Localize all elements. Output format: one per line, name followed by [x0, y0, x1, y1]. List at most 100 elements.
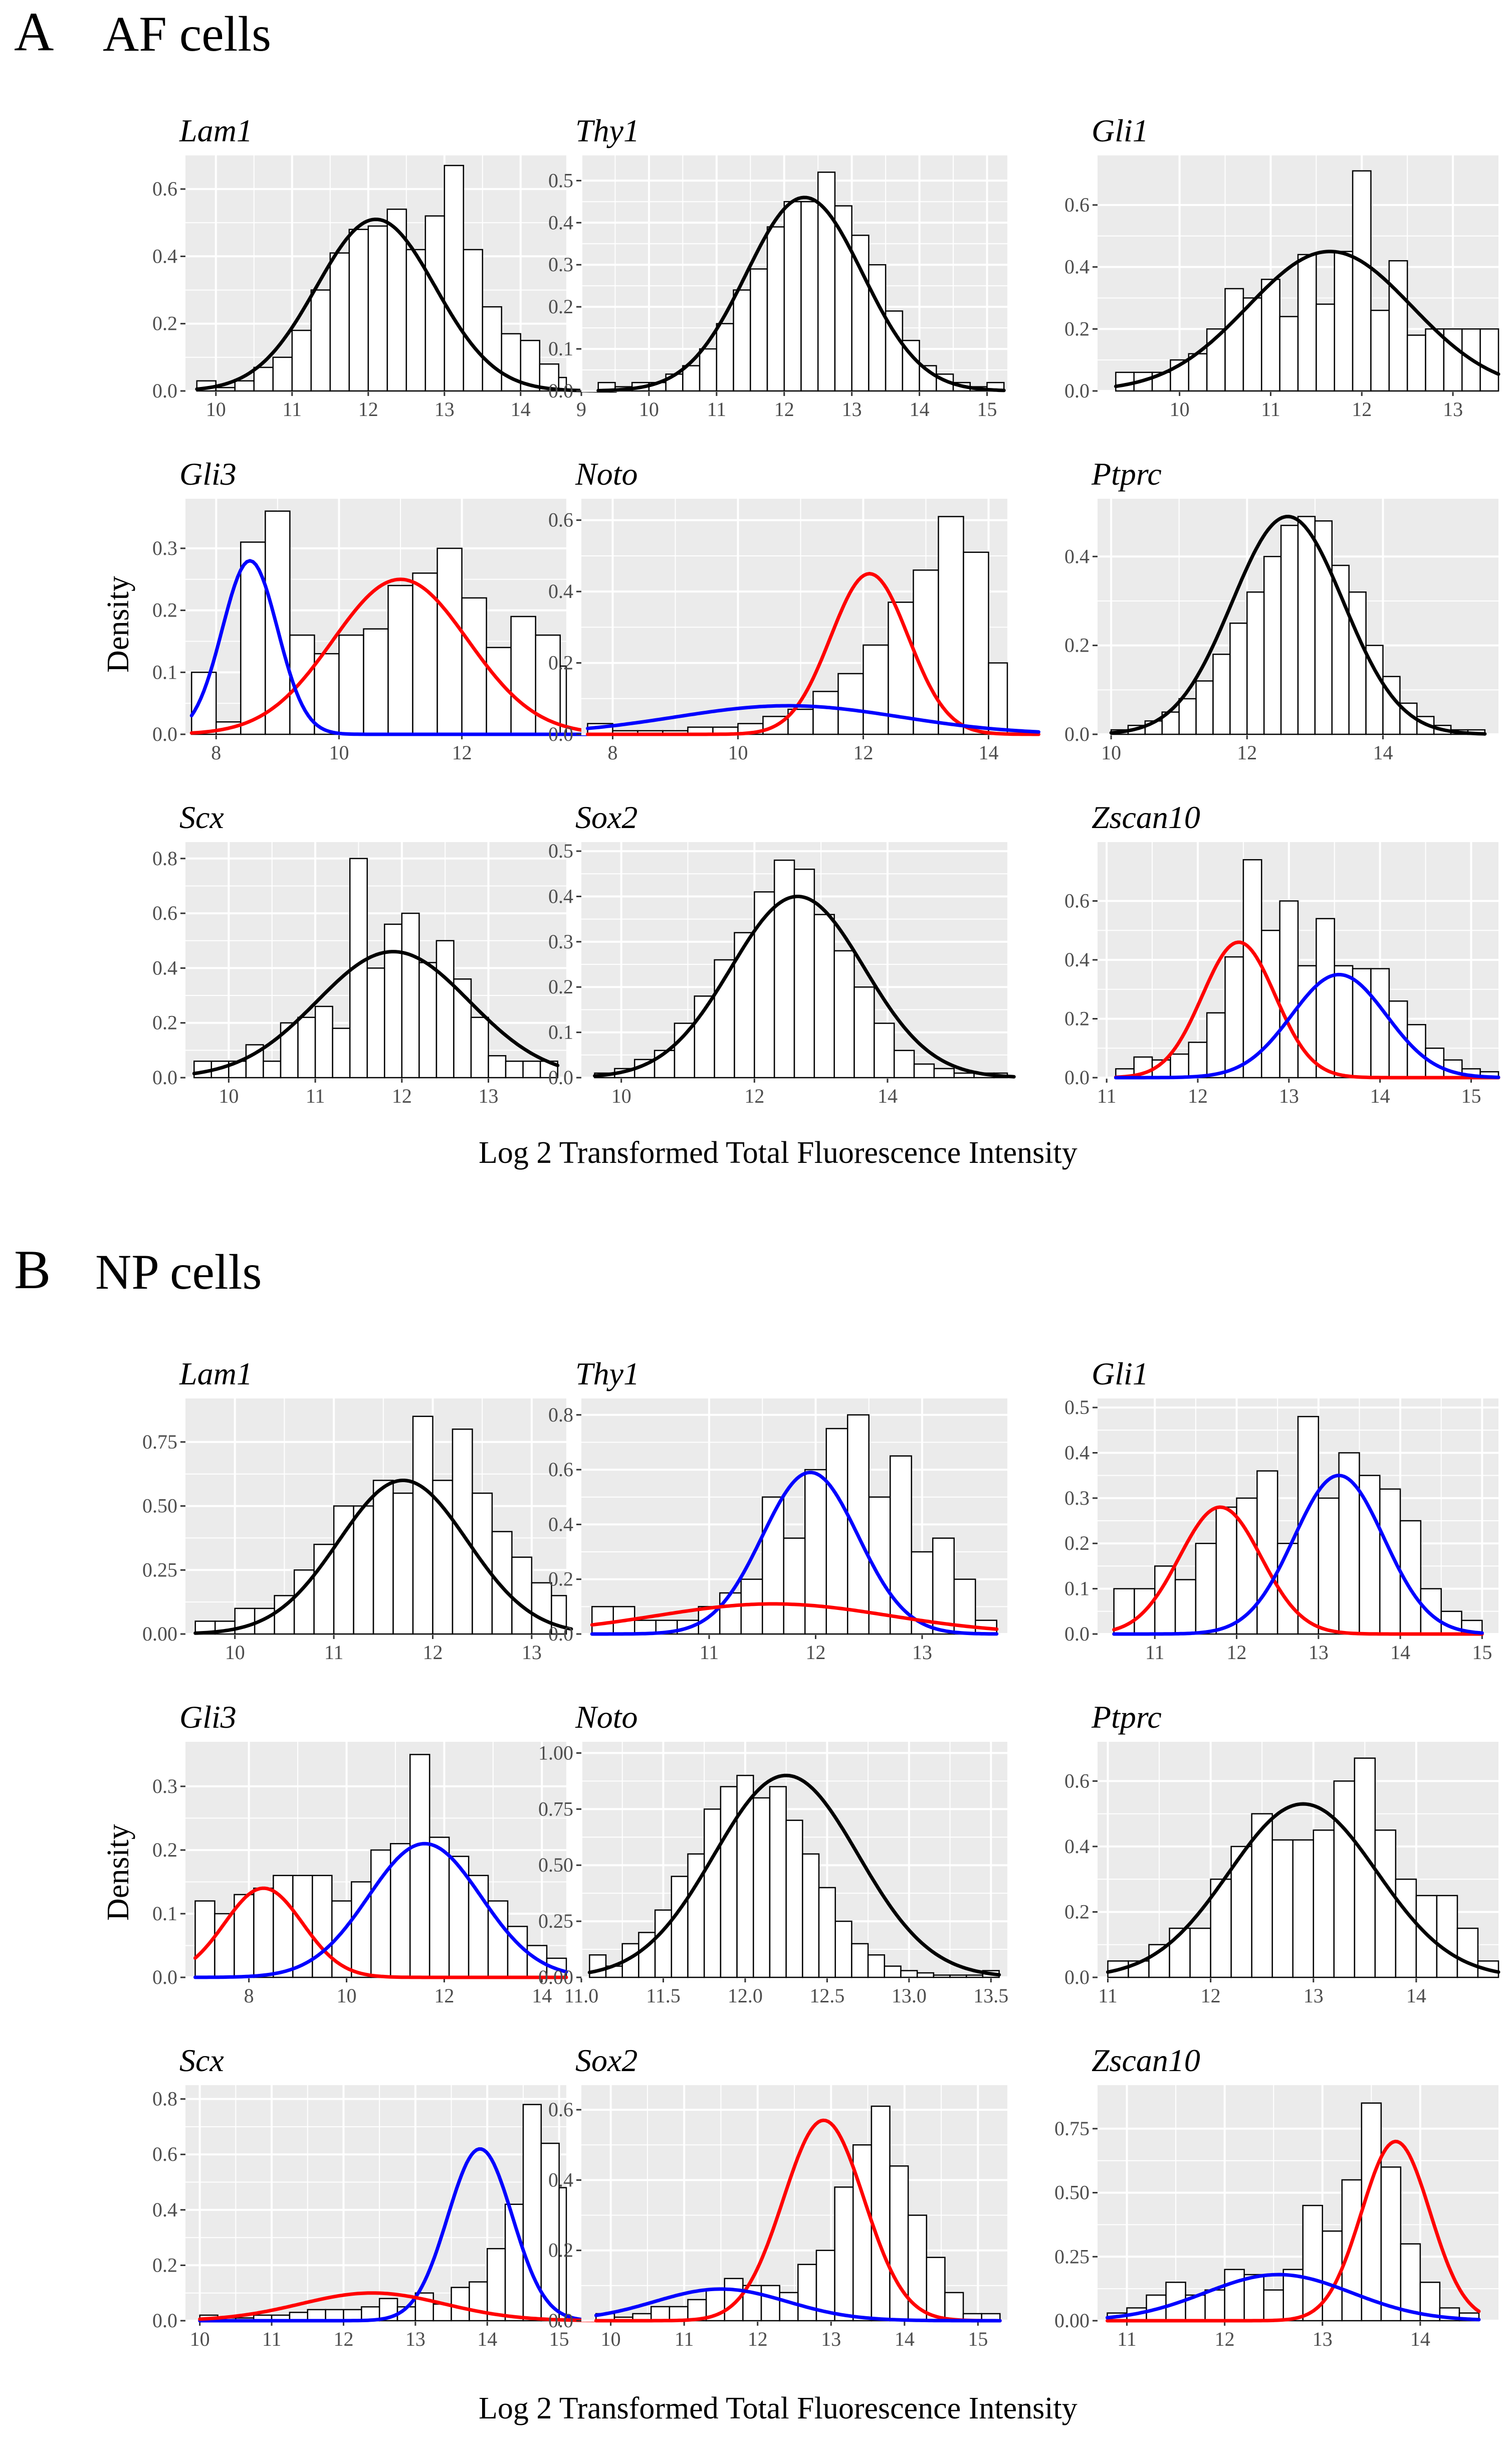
histogram-bar — [1204, 2289, 1225, 2322]
histogram-bar — [589, 1954, 607, 1978]
histogram-bar — [926, 2257, 946, 2322]
histogram-bar — [418, 962, 438, 1079]
histogram-bar — [1361, 2102, 1382, 2322]
y-tick-label: 0.8 — [152, 2088, 177, 2110]
histogram-bar — [461, 597, 487, 735]
histogram-bar — [1242, 859, 1262, 1079]
histogram-bar — [783, 1537, 806, 1635]
histogram-bar — [769, 1786, 787, 1978]
x-tick-label: 13 — [1309, 1641, 1329, 1664]
histogram-bar — [1338, 1452, 1360, 1635]
gene-title: Ptprc — [1091, 1699, 1162, 1735]
histogram-bar — [654, 1050, 676, 1079]
density-curve-red — [594, 2118, 1002, 2323]
x-tick-label: 14 — [878, 1085, 898, 1107]
density-curve-single — [192, 950, 560, 1076]
x-tick-label: 14 — [895, 2328, 915, 2350]
histogram-bar — [719, 1592, 742, 1635]
y-tick-label: 0.3 — [152, 1775, 177, 1797]
y-tick-label: 0.3 — [1064, 1487, 1090, 1509]
x-tick-label: 11 — [306, 1085, 325, 1107]
y-tick-label: 0.4 — [1064, 256, 1090, 278]
histogram-bar — [1271, 1839, 1293, 1978]
y-tick-label: 0.2 — [548, 2239, 573, 2262]
x-tick-label: 13 — [1279, 1085, 1299, 1107]
x-tick-label: 8 — [608, 741, 618, 764]
y-tick-label: 0.0 — [548, 379, 573, 402]
gene-title: Gli3 — [179, 456, 237, 492]
density-curve-single — [1109, 515, 1487, 736]
histogram-bar — [387, 584, 413, 735]
density-curve-blue — [590, 1471, 999, 1636]
histogram-bar — [1189, 1927, 1211, 1978]
histogram-bar — [409, 1754, 430, 1978]
histogram-bar — [754, 891, 775, 1079]
y-tick-label: 0.0 — [152, 1066, 177, 1089]
y-tick-label: 0.00 — [538, 1966, 573, 1988]
histogram-bar — [353, 1505, 374, 1635]
histogram-bar — [766, 226, 785, 392]
gene-title: Sox2 — [575, 2043, 637, 2078]
panel-a-lam1: 10 11 12 13 14 0.0 0.2 0.4 0.6 Lam1 — [152, 113, 618, 421]
histogram-bar — [740, 1578, 763, 1635]
histogram-bar — [750, 268, 768, 392]
y-tick-label: 0.0 — [152, 723, 177, 745]
x-tick-label: 13 — [821, 2328, 841, 2350]
y-tick-label: 0.5 — [548, 840, 573, 862]
histogram-bar — [437, 547, 463, 735]
histogram-bar — [451, 2287, 470, 2322]
histogram-bar — [463, 249, 484, 392]
panel-b-lam1: 10 11 12 13 0.00 0.25 0.50 0.75 Lam1 — [142, 1356, 573, 1664]
y-tick-label: 0.75 — [1054, 2117, 1090, 2140]
section-a-x-axis-label: Log 2 Transformed Total Fluorescence Int… — [479, 1136, 1077, 1170]
y-tick-label: 0.2 — [1064, 317, 1090, 340]
histogram-bar — [938, 516, 964, 735]
histogram-bar — [310, 289, 331, 392]
x-tick-label: 15 — [1472, 1641, 1492, 1664]
x-tick-label: 12 — [1215, 2328, 1235, 2350]
histogram-bar — [1224, 2269, 1245, 2322]
x-tick-label: 13 — [435, 398, 455, 421]
x-tick-label: 11 — [324, 1641, 344, 1664]
density-curve-blue — [1106, 2273, 1481, 2322]
histogram-bar — [1243, 2274, 1264, 2322]
histogram-bar — [491, 1531, 513, 1635]
y-tick-label: 0.6 — [548, 2098, 573, 2121]
histogram-bar — [386, 209, 407, 392]
y-tick-label: 0.6 — [1064, 193, 1090, 216]
histogram-bar — [436, 940, 455, 1079]
y-tick-label: 0.5 — [548, 169, 573, 191]
histogram-bar — [297, 1017, 316, 1079]
gene-title: Noto — [575, 1699, 637, 1735]
histogram-bar — [913, 1063, 935, 1079]
x-tick-label: 14 — [1390, 1641, 1410, 1664]
y-tick-label: 0.1 — [152, 1902, 177, 1925]
y-tick-label: 0.6 — [152, 177, 177, 200]
histogram-bar — [916, 1972, 935, 1978]
histogram-bar — [1246, 591, 1265, 735]
histogram-bar — [1316, 918, 1335, 1079]
histogram-bar — [913, 569, 939, 735]
histogram-bar — [272, 356, 293, 392]
gene-title: Gli1 — [1092, 113, 1149, 148]
histogram-bar — [1279, 900, 1299, 1079]
histogram-bar — [1154, 1565, 1176, 1635]
histogram-bar — [1374, 1830, 1397, 1978]
histogram-bar — [392, 1492, 414, 1635]
histogram-bar — [428, 1837, 450, 1978]
x-tick-label: 10 — [611, 1085, 631, 1107]
density-curve-red — [193, 1886, 568, 1979]
histogram-bar — [591, 1606, 614, 1635]
histogram-bar — [1333, 1780, 1356, 1978]
x-tick-label: 13 — [842, 398, 862, 421]
histogram-bar — [332, 1028, 351, 1079]
x-tick-label: 12 — [1237, 741, 1257, 764]
histogram-bar — [1215, 1506, 1237, 1635]
x-tick-label: 11 — [1097, 1085, 1117, 1107]
y-tick-label: 0.1 — [152, 661, 177, 683]
x-tick-label: 14 — [511, 398, 531, 421]
histogram-bar — [338, 634, 364, 735]
x-tick-label: 11 — [700, 1641, 719, 1664]
y-tick-label: 0.8 — [152, 847, 177, 870]
